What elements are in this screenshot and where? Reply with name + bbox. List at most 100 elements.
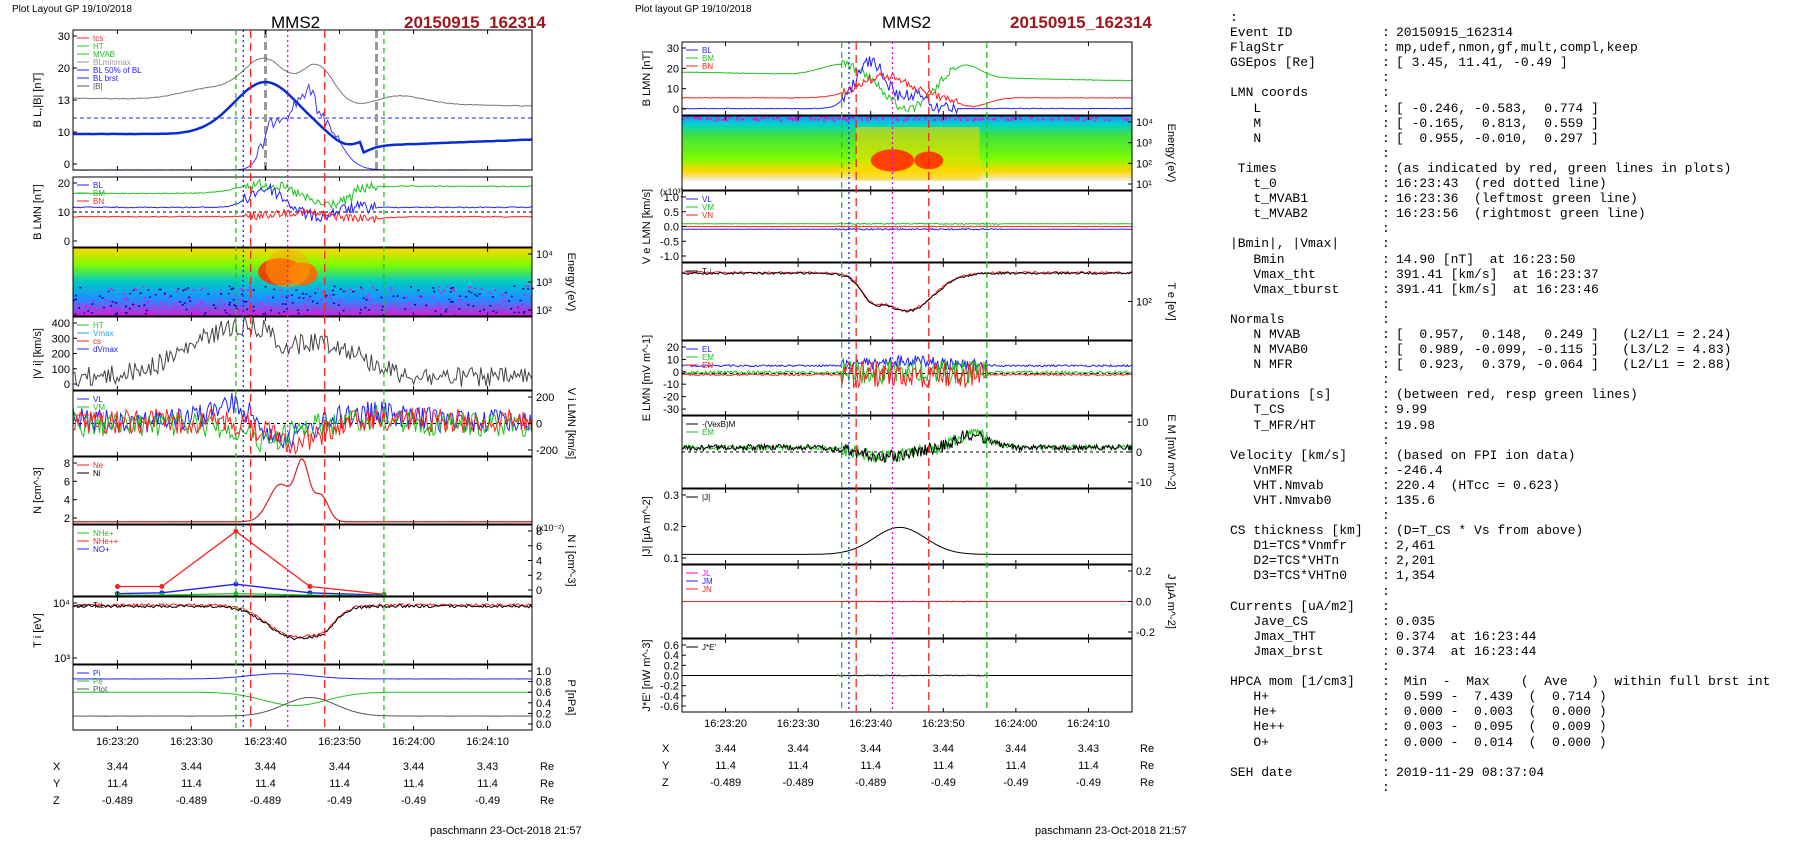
spectrogram-noise [305, 293, 308, 295]
spectrogram-noise [824, 117, 827, 120]
spectrogram-noise [368, 309, 371, 311]
info-line: Vmax_tburst:391.41 [km/s] at 16:23:46 [1230, 282, 1770, 297]
spectrogram-noise [159, 288, 162, 291]
spectrogram-noise [723, 117, 726, 120]
spectrogram-noise [158, 288, 161, 291]
bm-series [681, 59, 1132, 113]
spectrogram-noise [241, 289, 244, 291]
info-colon: : [1382, 326, 1390, 342]
info-key: GSEpos [Re] [1230, 55, 1316, 71]
info-value: 0.374 at 16:23:44 [1396, 628, 1537, 644]
spectrogram-noise [523, 312, 526, 314]
info-colon: : [1382, 221, 1390, 237]
position-row-label: Y [662, 760, 670, 772]
spectrogram-noise [365, 296, 368, 299]
legend-label: BM [93, 189, 105, 198]
subpanel-2: 10⁴ 10³ 10² 10¹ Energy (eV) [681, 115, 1177, 191]
spectrogram-noise [500, 311, 503, 314]
spectrogram-noise [337, 299, 340, 301]
info-colon: : [1382, 538, 1390, 554]
position-value: 11.4 [788, 760, 809, 772]
y-tick-label: 1.0 [664, 192, 679, 204]
info-key: Bmin [1230, 251, 1285, 267]
spectrogram-noise [1010, 116, 1013, 119]
vexb-series [681, 430, 1133, 464]
spectrogram-noise [492, 310, 495, 312]
info-key: Normals [1230, 311, 1285, 327]
spectrogram-noise [524, 285, 527, 288]
spectrogram-noise [89, 306, 92, 308]
spectrogram-noise [450, 287, 453, 290]
info-line: Vmax_tht:391.41 [km/s] at 16:23:37 [1230, 267, 1770, 282]
j-magnitude-series [682, 526, 1132, 555]
spectrogram-noise [240, 293, 243, 296]
info-value: 0.003 - 0.095 ( 0.009 ) [1396, 719, 1607, 735]
en-series [681, 360, 1133, 389]
spectrogram-noise [502, 300, 505, 303]
spectrogram-noise [1108, 119, 1111, 122]
position-value: -0.489 [102, 795, 133, 807]
info-line: Normals: [1230, 312, 1770, 327]
spectrogram-noise [520, 308, 523, 311]
position-value: 3.44 [255, 761, 276, 773]
position-value: 11.4 [860, 760, 881, 772]
info-key: SEH date [1230, 764, 1293, 780]
spectrogram-noise [78, 307, 81, 309]
spectrogram-noise [465, 302, 468, 304]
spectrogram-noise [1013, 117, 1016, 120]
legend-label: dVmax [93, 345, 118, 354]
spectrogram-noise [1019, 117, 1022, 120]
spectrogram-noise [306, 309, 309, 311]
spectrogram-noise [517, 311, 520, 314]
spectrogram-noise [252, 289, 255, 291]
info-value: [ 3.45, 11.41, -0.49 ] [1396, 55, 1568, 71]
info-colon: : [1382, 40, 1390, 56]
y-axis-label-right: T e [eV] [1165, 282, 1177, 320]
spectrogram-noise [239, 298, 242, 301]
spectrogram-noise [297, 312, 300, 315]
info-key: t_MVAB1 [1230, 191, 1309, 207]
spectrogram-noise [1057, 117, 1060, 120]
spectrogram-noise [238, 309, 241, 311]
spectrogram-noise [185, 308, 188, 311]
spectrogram-noise [359, 312, 362, 314]
spectrogram-noise [866, 119, 869, 122]
spectrogram-noise [458, 308, 461, 310]
bn-series [682, 72, 1132, 108]
info-colon: : [1382, 387, 1390, 403]
legend-label: -(VexB)M [702, 420, 736, 429]
spectrogram-noise [115, 308, 118, 310]
spectrogram-noise [114, 310, 117, 312]
spectrogram-noise [126, 299, 129, 301]
y-axis-label-right: V i LMN [km/s] [565, 388, 577, 460]
bl-brst-series [72, 82, 533, 171]
info-line: Times: (as indicated by red, green lines … [1230, 161, 1770, 176]
info-line: |Bmin|, |Vmax|: [1230, 236, 1770, 251]
x-tick-label: 16:24:00 [994, 718, 1037, 730]
spectrogram-noise [233, 304, 236, 306]
position-value: 11.4 [181, 778, 202, 790]
spectrogram-noise [728, 116, 731, 119]
info-key: VnMFR [1230, 462, 1293, 478]
y-tick-label: 10⁴ [536, 249, 553, 261]
info-colon: : [1382, 462, 1390, 478]
info-key: He+ [1230, 704, 1277, 720]
info-line: : [1230, 70, 1770, 85]
info-colon: : [1382, 493, 1390, 508]
position-value: 11.4 [933, 760, 954, 772]
ve-m-series [682, 222, 1133, 226]
info-line: LMN coords: [1230, 85, 1770, 100]
legend-label: T⊥ [93, 601, 105, 610]
spectrogram-noise [107, 290, 110, 293]
y-tick-label: 30 [58, 31, 70, 43]
spectrogram-noise [1029, 117, 1032, 120]
info-line: Currents [uA/m2]: [1230, 599, 1770, 614]
subpanel-3: 1.00.50.0-0.5-1.0V e LMN [km/s] (x10³)VLV… [641, 187, 1133, 264]
position-unit: Re [540, 795, 554, 807]
spectrogram-noise [342, 290, 345, 293]
y-tick-label: 2 [536, 570, 542, 582]
info-colon: : [1382, 613, 1390, 629]
info-line: Jave_CS:0.035 [1230, 614, 1770, 629]
